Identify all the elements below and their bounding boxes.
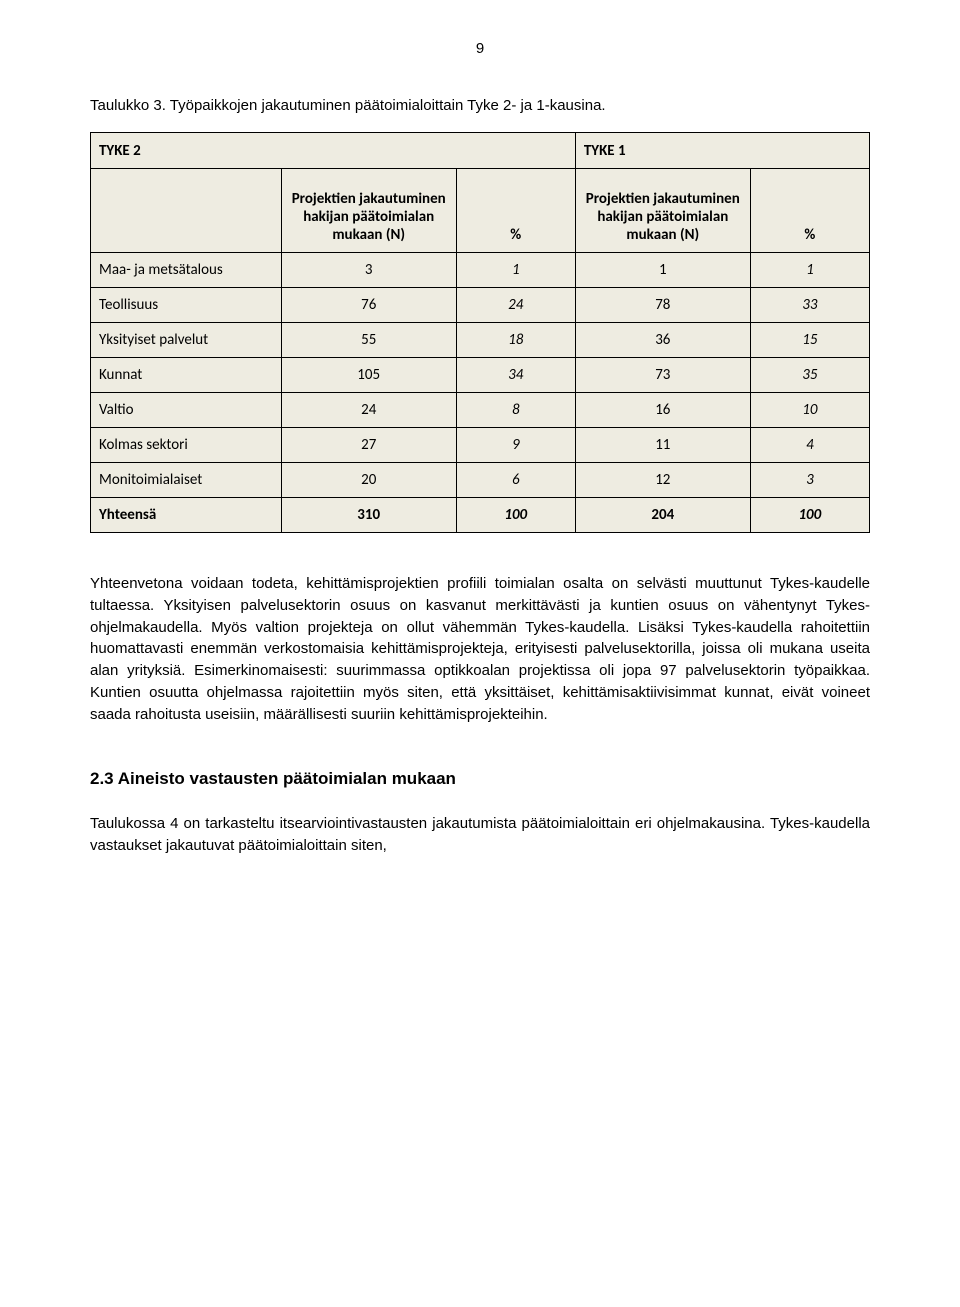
- row-label: Yksityiset palvelut: [91, 323, 282, 358]
- cell: 1: [575, 253, 750, 288]
- cell: 1: [750, 253, 869, 288]
- table-row: Teollisuus 76 24 78 33: [91, 288, 870, 323]
- cell: 27: [281, 428, 456, 463]
- cell: 24: [281, 393, 456, 428]
- cell: 100: [750, 498, 869, 533]
- cell: 3: [750, 463, 869, 498]
- table-row: Monitoimialaiset 20 6 12 3: [91, 463, 870, 498]
- cell: 105: [281, 358, 456, 393]
- cell: 6: [456, 463, 575, 498]
- header-tyke2-pct: %: [456, 169, 575, 253]
- header-tyke2-n: Projektien jakautuminen hakijan päätoimi…: [281, 169, 456, 253]
- row-label: Maa- ja metsätalous: [91, 253, 282, 288]
- cell: 11: [575, 428, 750, 463]
- cell: 78: [575, 288, 750, 323]
- cell: 34: [456, 358, 575, 393]
- row-label: Valtio: [91, 393, 282, 428]
- table-row: Kolmas sektori 27 9 11 4: [91, 428, 870, 463]
- cell: 310: [281, 498, 456, 533]
- cell: 15: [750, 323, 869, 358]
- cell: 12: [575, 463, 750, 498]
- cell: 76: [281, 288, 456, 323]
- cell: 33: [750, 288, 869, 323]
- group-header-tyke2: TYKE 2: [91, 133, 576, 169]
- cell: 36: [575, 323, 750, 358]
- header-tyke1-pct: %: [750, 169, 869, 253]
- row-label: Yhteensä: [91, 498, 282, 533]
- cell: 73: [575, 358, 750, 393]
- body-paragraph-1: Yhteenvetona voidaan todeta, kehittämisp…: [90, 573, 870, 725]
- section-heading: 2.3 Aineisto vastausten päätoimialan muk…: [90, 769, 870, 789]
- cell: 4: [750, 428, 869, 463]
- table-caption: Taulukko 3. Työpaikkojen jakautuminen pä…: [90, 97, 870, 114]
- cell: 1: [456, 253, 575, 288]
- cell: 9: [456, 428, 575, 463]
- row-label: Kolmas sektori: [91, 428, 282, 463]
- header-blank: [91, 169, 282, 253]
- table-row: Valtio 24 8 16 10: [91, 393, 870, 428]
- group-header-tyke1: TYKE 1: [575, 133, 869, 169]
- cell: 18: [456, 323, 575, 358]
- cell: 10: [750, 393, 869, 428]
- cell: 8: [456, 393, 575, 428]
- cell: 20: [281, 463, 456, 498]
- cell: 100: [456, 498, 575, 533]
- table-row: Yksityiset palvelut 55 18 36 15: [91, 323, 870, 358]
- page-number: 9: [90, 40, 870, 57]
- table-total-row: Yhteensä 310 100 204 100: [91, 498, 870, 533]
- row-label: Kunnat: [91, 358, 282, 393]
- table-row: Kunnat 105 34 73 35: [91, 358, 870, 393]
- table-row: Maa- ja metsätalous 3 1 1 1: [91, 253, 870, 288]
- row-label: Teollisuus: [91, 288, 282, 323]
- data-table: TYKE 2 TYKE 1 Projektien jakautuminen ha…: [90, 132, 870, 533]
- cell: 35: [750, 358, 869, 393]
- body-paragraph-2: Taulukossa 4 on tarkasteltu itsearvioint…: [90, 813, 870, 857]
- cell: 16: [575, 393, 750, 428]
- row-label: Monitoimialaiset: [91, 463, 282, 498]
- cell: 55: [281, 323, 456, 358]
- cell: 204: [575, 498, 750, 533]
- cell: 24: [456, 288, 575, 323]
- header-tyke1-n: Projektien jakautuminen hakijan päätoimi…: [575, 169, 750, 253]
- cell: 3: [281, 253, 456, 288]
